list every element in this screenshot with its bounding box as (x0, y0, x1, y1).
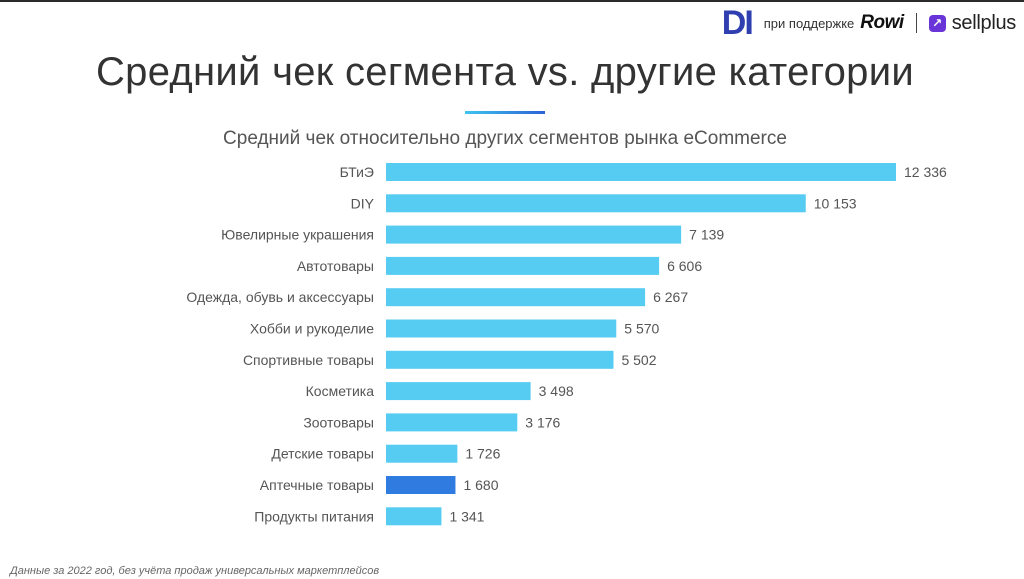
category-label: Продукты питания (254, 508, 374, 524)
category-label: Детские товары (271, 446, 374, 462)
bar-10 (386, 476, 456, 494)
bar-9 (386, 444, 458, 463)
value-label: 1 341 (449, 508, 484, 524)
rowi-logo: Rowi (860, 12, 904, 33)
category-label: Аптечные товары (260, 477, 374, 493)
bar-1 (386, 194, 806, 213)
value-label: 1 726 (465, 446, 500, 462)
bar-0 (386, 163, 896, 181)
category-label: Косметика (306, 383, 375, 399)
header-logos: DI при поддержке Rowi ↗ sellplus (721, 4, 1017, 42)
value-label: 6 606 (667, 258, 702, 274)
logo-divider (915, 13, 917, 33)
value-label: 3 176 (525, 414, 560, 430)
sellplus-logo: sellplus (951, 11, 1017, 34)
bar-3 (386, 256, 660, 275)
value-label: 5 502 (621, 352, 656, 368)
bar-2 (386, 225, 682, 244)
category-label: Спортивные товары (243, 352, 374, 368)
category-label: Зоотовары (303, 414, 374, 430)
bar-11 (386, 507, 442, 526)
bar-4 (386, 288, 646, 307)
di-logo-text: DI (721, 4, 754, 42)
category-label: Автотовары (297, 258, 374, 274)
support-text: при поддержке (763, 15, 855, 31)
bar-5 (386, 319, 617, 338)
sellplus-arrow-icon: ↗ (928, 14, 946, 32)
top-rule (0, 0, 1024, 2)
value-label: 1 680 (463, 477, 498, 493)
category-label: Одежда, обувь и аксессуары (186, 289, 374, 305)
value-label: 6 267 (653, 289, 688, 305)
bar-7 (386, 382, 531, 401)
bar-6 (386, 350, 614, 369)
value-label: 7 139 (689, 227, 724, 243)
di-logo: DI (721, 4, 754, 42)
value-label: 10 153 (814, 195, 857, 211)
page-title: Средний чек сегмента vs. другие категори… (95, 50, 915, 94)
category-label: Ювелирные украшения (221, 227, 374, 243)
category-label: БТиЭ (340, 164, 374, 180)
footnote: Данные за 2022 год, без учёта продаж уни… (10, 565, 380, 577)
title-underline (465, 111, 545, 114)
value-label: 12 336 (904, 164, 947, 180)
bars-group: БТиЭ 12 336 DIY 10 153 Ювелирные украшения 7 … (186, 163, 947, 526)
value-label: 3 498 (539, 383, 574, 399)
category-label: Хобби и рукоделие (250, 321, 374, 337)
chart-title: Средний чек относительно других сегменто… (223, 128, 787, 149)
bar-8 (386, 413, 518, 432)
value-label: 5 570 (624, 321, 659, 337)
category-label: DIY (351, 195, 375, 211)
